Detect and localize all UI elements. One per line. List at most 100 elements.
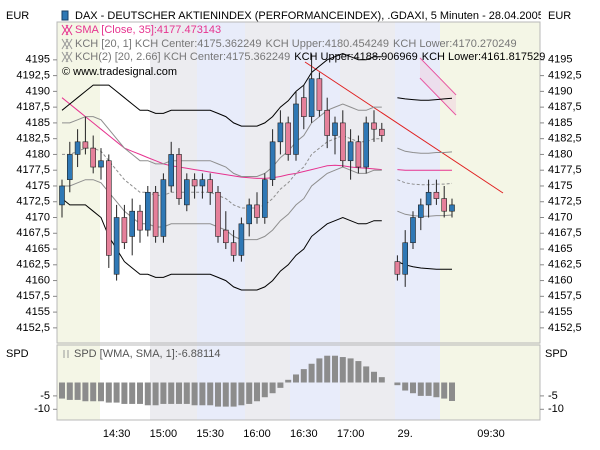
legend-entry: KCH Lower:4170.270249 (393, 38, 517, 50)
x-tick-label: 15:00 (150, 428, 178, 440)
session-bands (57, 22, 540, 420)
y-tick-label: 4152,5 (16, 322, 50, 334)
y-tick-label: 4152,5 (548, 322, 582, 334)
bar (59, 382, 65, 399)
indicator-line (61, 97, 452, 179)
bar (144, 382, 151, 406)
bar (417, 382, 424, 396)
source: © www.tradesignal.com (62, 66, 177, 78)
bar (129, 382, 136, 404)
candle-body (238, 223, 245, 256)
bar (238, 382, 245, 406)
y-tick-label: 4170 (26, 211, 50, 223)
bar (308, 363, 315, 383)
main-panel-frame (56, 21, 541, 344)
candle-body (308, 78, 315, 117)
band (197, 22, 245, 420)
bar (277, 382, 284, 388)
candle-body (230, 242, 237, 256)
candle-body (168, 154, 174, 187)
y-tick-label: 4192,5 (548, 70, 582, 82)
bar (215, 382, 221, 407)
bar (332, 355, 338, 383)
bar (230, 382, 237, 407)
y-axis-unit: SPD (6, 348, 29, 360)
candle-body (300, 97, 307, 117)
bar (191, 382, 198, 406)
candle-body (425, 191, 432, 206)
bar (222, 382, 229, 407)
candle-body (347, 141, 354, 162)
band (440, 22, 540, 420)
legend-icon (61, 51, 73, 63)
legend-entry: SMA [Close, 35]:4177.473143 (75, 24, 221, 36)
candle-body (67, 154, 73, 180)
candle-body (449, 204, 455, 212)
bar (168, 382, 175, 404)
bar (176, 382, 182, 404)
bar (160, 382, 167, 404)
candle-body (363, 122, 370, 168)
x-tick-label: 14:30 (103, 428, 131, 440)
bar (433, 382, 440, 398)
y-tick-label: 4167,5 (16, 227, 50, 239)
y-tick-label: 4155 (26, 306, 50, 318)
bar (316, 358, 323, 383)
candle-body (74, 141, 81, 155)
candle-body (410, 217, 416, 244)
indicator-line (61, 52, 453, 127)
x-tick-label: 09:30 (477, 428, 505, 440)
candle-body (223, 229, 229, 244)
y-tick-label: 4195 (548, 54, 572, 66)
candle-body (402, 242, 409, 275)
candle-body (90, 147, 96, 168)
y-axis-unit: EUR (548, 10, 571, 22)
y-axis-unit: EUR (6, 10, 29, 22)
y-tick-label: 4172,5 (16, 196, 50, 208)
candle-body (441, 198, 448, 212)
y-tick-label: 4175 (548, 180, 572, 192)
y-tick-label: 4157,5 (548, 290, 582, 302)
legend-entry: KCH Lower:4161.817529 (422, 51, 546, 63)
candle-body (316, 78, 323, 111)
candle-body (394, 261, 401, 275)
bar (394, 382, 401, 386)
candle-body (152, 191, 159, 237)
bar (402, 382, 409, 391)
bar (410, 382, 416, 394)
candle-body (277, 122, 284, 143)
candle-body (184, 179, 190, 206)
y-tick-label: 4195 (26, 54, 50, 66)
y-tick-label: 4167,5 (548, 227, 582, 239)
x-tick-label: 15:30 (196, 428, 224, 440)
legend-entry: KCH Upper:4180.454249 (266, 38, 390, 50)
candle-body (433, 191, 440, 199)
legend-entry: KCH(2) [20, 2.66] KCH Center:4175.362249 (75, 51, 290, 63)
bar (66, 382, 73, 400)
y-tick-label: 4190 (26, 85, 50, 97)
y-tick-label: 4162,5 (16, 259, 50, 271)
y-tick-label: 4187,5 (16, 101, 50, 113)
bar (378, 377, 385, 383)
y-tick-label: 4187,5 (548, 101, 582, 113)
candle-body (215, 191, 221, 237)
candle-body (121, 217, 128, 244)
bar (90, 382, 97, 402)
candle-body (160, 179, 167, 237)
y-tick-label: 4185 (548, 117, 572, 129)
y-tick-label: 4182,5 (548, 133, 582, 145)
legend-icons (61, 24, 73, 358)
marks (59, 52, 455, 407)
bar (269, 382, 276, 394)
candle-body (145, 191, 151, 231)
y-tick-label: 4170 (548, 211, 572, 223)
candle-body (207, 179, 213, 193)
candle-body (269, 141, 276, 180)
bar (347, 358, 354, 383)
channel-fill (420, 58, 456, 115)
candle-body (113, 217, 120, 275)
y-tick-label: 4162,5 (548, 259, 582, 271)
bar (121, 382, 128, 404)
y-tick-label: 4177,5 (16, 164, 50, 176)
